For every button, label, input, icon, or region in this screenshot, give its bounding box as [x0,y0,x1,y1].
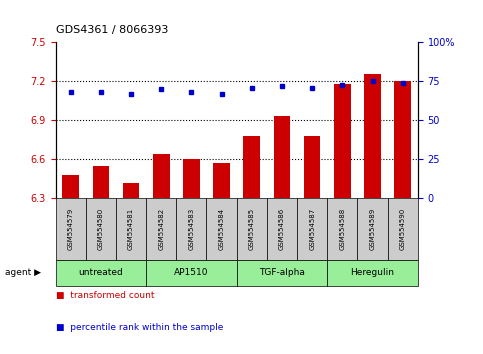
Bar [304,136,320,198]
Text: untreated: untreated [78,268,123,278]
Bar [93,166,109,198]
Text: GSM554579: GSM554579 [68,208,73,250]
Bar [213,163,230,198]
Text: TGF-alpha: TGF-alpha [259,268,305,278]
Text: Heregulin: Heregulin [351,268,395,278]
Bar [334,84,351,198]
Text: GSM554590: GSM554590 [400,208,406,250]
Text: ■  transformed count: ■ transformed count [56,291,154,300]
Text: GSM554588: GSM554588 [340,208,345,250]
Bar [62,175,79,198]
Text: GDS4361 / 8066393: GDS4361 / 8066393 [56,25,168,35]
Text: GSM554581: GSM554581 [128,208,134,250]
Bar [364,74,381,198]
Bar [123,183,139,198]
Bar [183,159,199,198]
Text: GSM554586: GSM554586 [279,208,285,250]
Text: GSM554587: GSM554587 [309,208,315,250]
Text: GSM554589: GSM554589 [369,208,375,250]
Text: agent ▶: agent ▶ [5,268,41,278]
Text: GSM554582: GSM554582 [158,208,164,250]
Text: AP1510: AP1510 [174,268,209,278]
Text: GSM554584: GSM554584 [219,208,225,250]
Text: GSM554585: GSM554585 [249,208,255,250]
Text: ■  percentile rank within the sample: ■ percentile rank within the sample [56,323,223,332]
Text: GSM554583: GSM554583 [188,208,194,250]
Bar [274,116,290,198]
Bar [243,136,260,198]
Bar [153,154,170,198]
Bar [395,81,411,198]
Text: GSM554580: GSM554580 [98,208,104,250]
